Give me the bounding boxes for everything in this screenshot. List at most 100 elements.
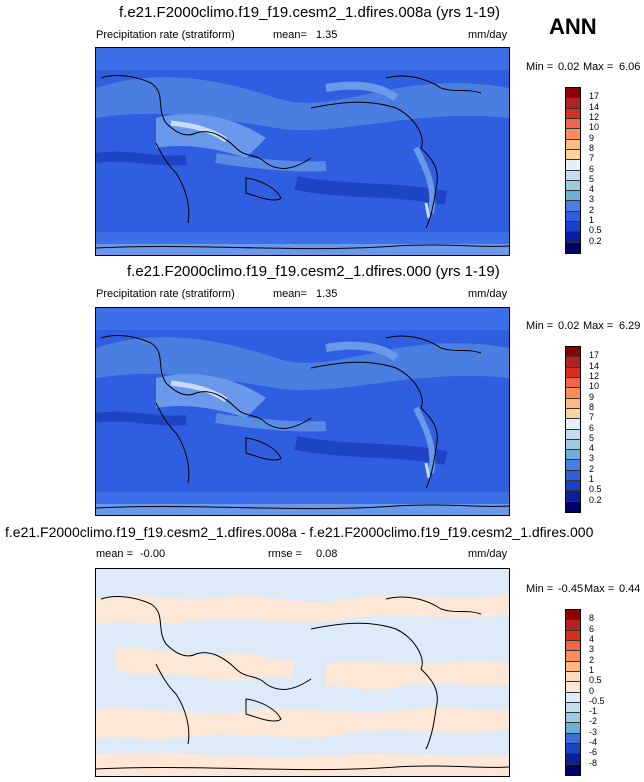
colorbar-swatch	[566, 232, 580, 243]
panel3-mean-label: mean =	[96, 548, 133, 560]
panel3-rmse-label: rmse =	[268, 548, 302, 560]
colorbar-swatch	[566, 744, 580, 755]
panel1-min-label: Min =	[526, 61, 554, 73]
season-label: ANN	[549, 14, 597, 39]
colorbar-level-label: 2	[589, 204, 595, 215]
panel3-units: mm/day	[468, 548, 508, 560]
panel2-colorbar-labels: 17 14 12 10 9 8 7 6 5 4 3 2 1 0.5 0.2	[589, 346, 629, 511]
colorbar-swatch	[566, 640, 580, 652]
colorbar-level-label: 3	[589, 194, 595, 205]
colorbar-swatch	[566, 347, 580, 358]
panel1-units: mm/day	[468, 29, 508, 41]
colorbar-swatch	[566, 692, 580, 703]
colorbar-swatch	[566, 149, 580, 161]
colorbar-swatch	[566, 651, 580, 662]
panel2-max-value: 6.29	[619, 320, 641, 332]
colorbar-level-label: -1	[589, 706, 598, 717]
colorbar-swatch	[566, 160, 580, 171]
colorbar-swatch	[566, 713, 580, 724]
colorbar-level-label: 3	[589, 644, 595, 655]
colorbar-swatch	[566, 439, 580, 451]
colorbar-swatch	[566, 460, 580, 471]
colorbar-swatch	[566, 398, 580, 409]
colorbar-level-label: 1	[589, 215, 595, 226]
panel3-mean-value: -0.00	[140, 548, 166, 560]
panel2-precip-map	[95, 307, 510, 516]
colorbar-level-label: 7	[589, 153, 595, 164]
panel1-max-label: Max =	[583, 61, 614, 73]
colorbar-swatch	[566, 754, 580, 765]
colorbar-swatch	[566, 191, 580, 202]
panel1-max-value: 6.06	[619, 61, 641, 73]
colorbar-swatch	[566, 139, 580, 150]
colorbar-swatch	[566, 388, 580, 399]
colorbar-swatch	[566, 170, 580, 181]
colorbar-swatch	[566, 180, 580, 192]
colorbar-level-label: 0	[589, 685, 595, 696]
colorbar-level-label: 6	[589, 422, 595, 433]
colorbar-level-label: -4	[589, 737, 598, 748]
panel3-min-label: Min =	[526, 583, 554, 595]
colorbar-swatch	[566, 242, 580, 253]
panel2-title: f.e21.F2000climo.f19_f19.cesm2_1.dfires.…	[127, 263, 500, 280]
colorbar-level-label: -8	[589, 757, 598, 768]
panel2-min-value: 0.02	[558, 320, 580, 332]
panel1-mean-value: 1.35	[316, 29, 338, 41]
panel2-colorbar	[565, 346, 581, 513]
colorbar-level-label: 12	[589, 370, 600, 381]
colorbar-level-label: 8	[589, 142, 595, 153]
colorbar-level-label: 5	[589, 173, 595, 184]
colorbar-swatch	[566, 501, 580, 512]
colorbar-level-label: 8	[589, 613, 595, 624]
colorbar-level-label: -0.5	[589, 695, 605, 706]
panel1-min-value: 0.02	[558, 61, 580, 73]
colorbar-level-label: 14	[589, 360, 600, 371]
colorbar-level-label: 6	[589, 623, 595, 634]
colorbar-level-label: 0.5	[589, 675, 602, 686]
colorbar-level-label: -2	[589, 716, 598, 727]
colorbar-swatch	[566, 610, 580, 621]
colorbar-level-label: 10	[589, 122, 600, 133]
colorbar-swatch	[566, 98, 580, 109]
colorbar-level-label: 9	[589, 391, 595, 402]
colorbar-swatch	[566, 357, 580, 368]
colorbar-swatch	[566, 671, 580, 683]
colorbar-level-label: 17	[589, 91, 600, 102]
colorbar-swatch	[566, 620, 580, 631]
colorbar-level-label: -3	[589, 726, 598, 737]
colorbar-level-label: 3	[589, 453, 595, 464]
panel2-mean-label: mean=	[273, 288, 307, 300]
panel1-variable: Precipitation rate (stratiform)	[96, 29, 235, 41]
panel1-mean-label: mean=	[273, 29, 307, 41]
colorbar-swatch	[566, 408, 580, 420]
panel3-min-value: -0.45	[558, 583, 584, 595]
colorbar-level-label: 0.5	[589, 225, 602, 236]
colorbar-swatch	[566, 108, 580, 119]
colorbar-swatch	[566, 702, 580, 714]
panel2-max-label: Max =	[583, 320, 614, 332]
panel3-difference-map	[95, 568, 510, 777]
panel3-colorbar	[565, 609, 581, 776]
colorbar-swatch	[566, 470, 580, 482]
colorbar-level-label: 4	[589, 184, 595, 195]
colorbar-level-label: 2	[589, 654, 595, 665]
colorbar-swatch	[566, 723, 580, 734]
panel2-mean-value: 1.35	[316, 288, 338, 300]
colorbar-swatch	[566, 129, 580, 140]
panel3-rmse-value: 0.08	[316, 548, 338, 560]
panel1-precip-map	[95, 47, 510, 256]
panel3-title: f.e21.F2000climo.f19_f19.cesm2_1.dfires.…	[5, 524, 594, 540]
colorbar-level-label: 14	[589, 101, 600, 112]
colorbar-swatch	[566, 222, 580, 233]
colorbar-level-label: 1	[589, 664, 595, 675]
colorbar-level-label: 12	[589, 111, 600, 122]
colorbar-swatch	[566, 211, 580, 223]
panel3-max-label: Max =	[584, 583, 615, 595]
colorbar-level-label: 2	[589, 463, 595, 474]
panel3-colorbar-labels: 8 6 4 3 2 1 0.5 0 -0.5 -1 -2 -3 -4 -6 -8	[589, 609, 629, 774]
panel1-colorbar-labels: 17 14 12 10 9 8 7 6 5 4 3 2 1 0.5 0.2	[589, 87, 629, 252]
colorbar-swatch	[566, 682, 580, 693]
colorbar-level-label: 5	[589, 432, 595, 443]
colorbar-swatch	[566, 661, 580, 672]
colorbar-swatch	[566, 377, 580, 389]
